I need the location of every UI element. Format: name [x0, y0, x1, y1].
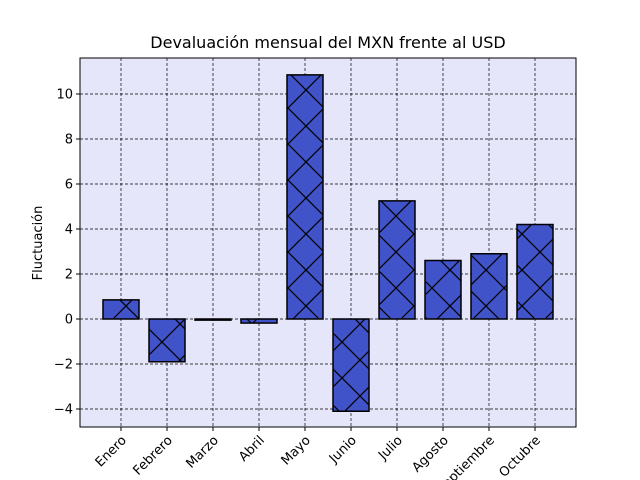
y-tick-label: 6	[65, 178, 73, 193]
plot-frame	[79, 57, 577, 428]
bar-hatch	[470, 253, 508, 320]
bar-hatch	[194, 318, 232, 321]
y-tick-label: 8	[65, 133, 73, 148]
bar-series	[102, 74, 554, 412]
x-tick-label: Enero	[93, 433, 130, 470]
x-tick-label: Junio	[326, 433, 360, 467]
bar-hatch	[332, 318, 370, 412]
bar-octubre	[516, 223, 554, 320]
x-axis: Enero Febrero Marzo Abril Mayo Junio Julio Agos…	[93, 427, 544, 480]
bar-junio	[332, 318, 370, 412]
chart-title: Devaluación mensual del MXN frente al US…	[150, 33, 505, 52]
bar-hatch	[516, 223, 554, 320]
bar-julio	[378, 200, 416, 320]
bar-enero	[102, 299, 140, 320]
bar-hatch	[102, 299, 140, 320]
bar-agosto	[424, 259, 462, 320]
x-tick-label: Febrero	[131, 433, 176, 478]
bar-hatch	[148, 318, 186, 363]
y-tick-label: −4	[54, 403, 73, 418]
bar-hatch	[378, 200, 416, 320]
y-tick-label: 4	[65, 223, 73, 238]
bar-hatch	[424, 259, 462, 320]
x-tick-label: Abril	[236, 433, 268, 465]
y-axis-label: Fluctuación	[31, 206, 46, 281]
y-tick-label: −2	[54, 358, 73, 373]
y-tick-label: 10	[56, 88, 73, 103]
grid-lines	[80, 58, 576, 427]
bar-hatch	[240, 318, 278, 324]
y-tick-label: 2	[65, 268, 73, 283]
x-tick-label: Octubre	[496, 433, 543, 480]
bar-septiembre	[470, 253, 508, 320]
x-tick-label: Agosto	[409, 433, 451, 475]
bar-mayo	[286, 74, 324, 320]
y-axis: −4 −2 0 2 4 6 8 10	[54, 88, 80, 418]
bar-marzo	[194, 318, 232, 321]
plot-area	[80, 58, 576, 427]
x-tick-label: Julio	[375, 433, 406, 464]
bar-abril	[240, 318, 278, 324]
bar-hatch	[286, 74, 324, 320]
x-tick-label: Marzo	[183, 433, 221, 471]
x-tick-label: Mayo	[279, 433, 314, 468]
bar-febrero	[148, 318, 186, 363]
y-tick-label: 0	[65, 313, 73, 328]
